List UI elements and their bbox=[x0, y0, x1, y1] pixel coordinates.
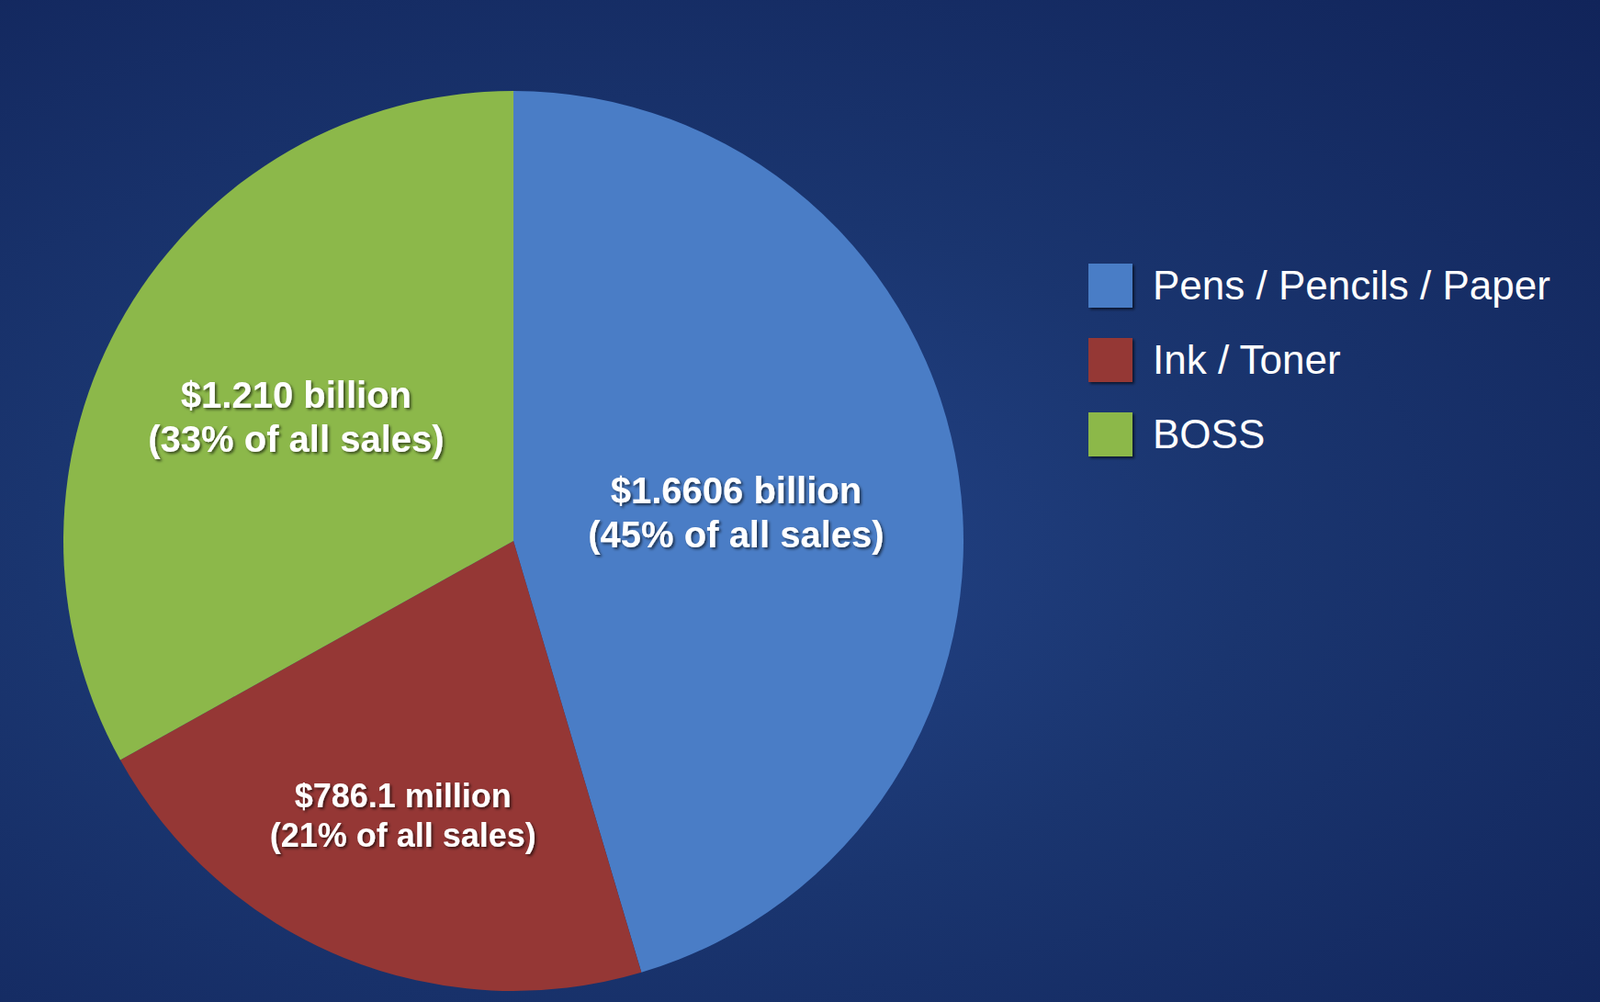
percent-label: (21% of all sales) bbox=[270, 816, 537, 855]
legend-swatch bbox=[1088, 412, 1133, 457]
chart: $1.6606 billion(45% of all sales) $786.1 … bbox=[0, 0, 1600, 1002]
legend-label: Ink / Toner bbox=[1152, 337, 1341, 383]
percent-label: (45% of all sales) bbox=[587, 514, 884, 555]
pie bbox=[63, 90, 964, 992]
legend-label: Pens / Pencils / Paper bbox=[1152, 262, 1551, 308]
percent-label: (33% of all sales) bbox=[147, 418, 444, 460]
legend-label: BOSS bbox=[1152, 411, 1265, 457]
page: {"chart_data": {"type": "pie", "categori… bbox=[0, 0, 1600, 1002]
data-labels: $1.6606 billion(45% of all sales) $786.1 … bbox=[147, 374, 884, 855]
legend: Pens / Pencils / Paper Ink / Toner BOSS bbox=[1088, 262, 1551, 457]
pie-slice bbox=[63, 90, 514, 760]
value-label: $1.6606 billion bbox=[610, 470, 862, 511]
legend-swatch bbox=[1088, 263, 1133, 308]
legend-swatch bbox=[1088, 338, 1133, 383]
value-label: $786.1 million bbox=[294, 777, 512, 815]
value-label: $1.210 billion bbox=[180, 374, 412, 416]
